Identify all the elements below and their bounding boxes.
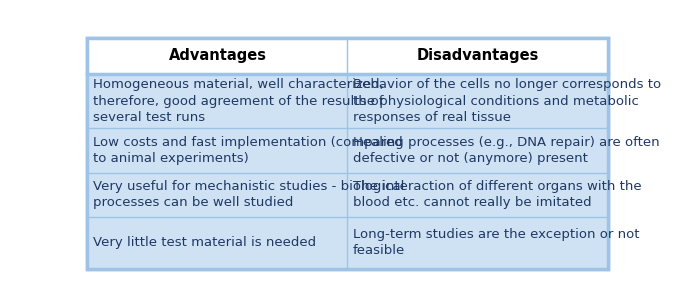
Bar — [87, 74, 607, 128]
Text: Homogeneous material, well characterized,
therefore, good agreement of the resul: Homogeneous material, well characterized… — [93, 78, 383, 124]
Text: Healing processes (e.g., DNA repair) are often
defective or not (anymore) presen: Healing processes (e.g., DNA repair) are… — [353, 136, 659, 165]
Bar — [87, 217, 607, 268]
Bar — [87, 38, 607, 74]
Text: Disadvantages: Disadvantages — [416, 48, 539, 63]
Text: Low costs and fast implementation (compared
to animal experiments): Low costs and fast implementation (compa… — [93, 136, 402, 165]
Text: Advantages: Advantages — [168, 48, 266, 63]
Text: Very little test material is needed: Very little test material is needed — [93, 236, 316, 249]
Text: Long-term studies are the exception or not
feasible: Long-term studies are the exception or n… — [353, 228, 639, 257]
Text: The interaction of different organs with the
blood etc. cannot really be imitate: The interaction of different organs with… — [353, 180, 641, 209]
Bar — [87, 128, 607, 173]
Text: Behavior of the cells no longer corresponds to
the physiological conditions and : Behavior of the cells no longer correspo… — [353, 78, 661, 124]
Text: Very useful for mechanistic studies - biological
processes can be well studied: Very useful for mechanistic studies - bi… — [93, 180, 404, 209]
Bar — [87, 173, 607, 217]
